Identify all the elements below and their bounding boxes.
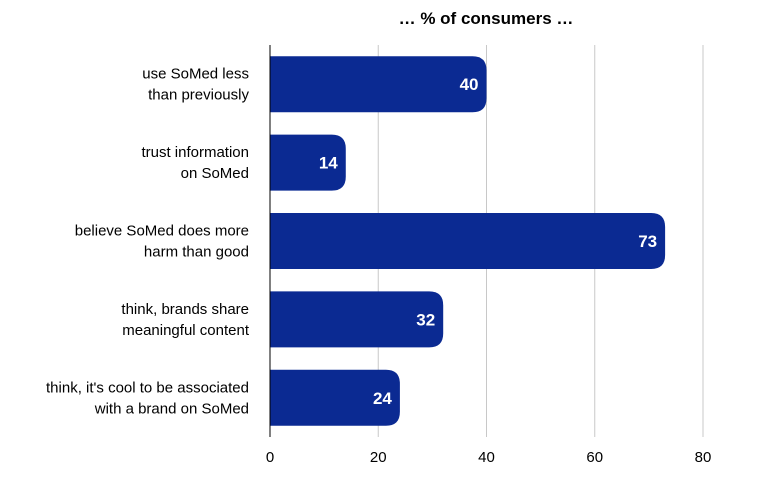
bar	[270, 213, 666, 269]
x-tick-label: 80	[695, 449, 712, 466]
bar-value-label: 73	[638, 232, 657, 251]
x-tick-label: 40	[478, 449, 495, 466]
bar	[270, 134, 346, 191]
bar	[270, 291, 444, 348]
chart-title: … % of consumers …	[399, 9, 574, 28]
bars: 40 14 73 32 24	[270, 56, 666, 426]
bar	[270, 56, 487, 113]
bar	[270, 369, 400, 426]
bar-value-label: 24	[373, 389, 392, 408]
category-label: use SoMed less than previously	[142, 66, 249, 104]
category-label: think, brands share meaningful content	[121, 301, 249, 339]
x-tick-label: 60	[586, 449, 603, 466]
category-label: think, it's cool to be associated with a …	[46, 379, 249, 417]
x-tick-label: 20	[370, 449, 387, 466]
category-label: trust information on SoMed	[141, 144, 249, 182]
x-tick-label: 0	[266, 449, 274, 466]
category-label: believe SoMed does more harm than good	[75, 223, 249, 261]
bar-value-label: 40	[460, 75, 479, 94]
bar-value-label: 32	[416, 310, 435, 329]
x-axis-ticks: 0 20 40 60 80	[266, 449, 712, 466]
category-labels: use SoMed less than previously trust infor…	[46, 66, 250, 418]
bar-value-label: 14	[319, 154, 338, 173]
